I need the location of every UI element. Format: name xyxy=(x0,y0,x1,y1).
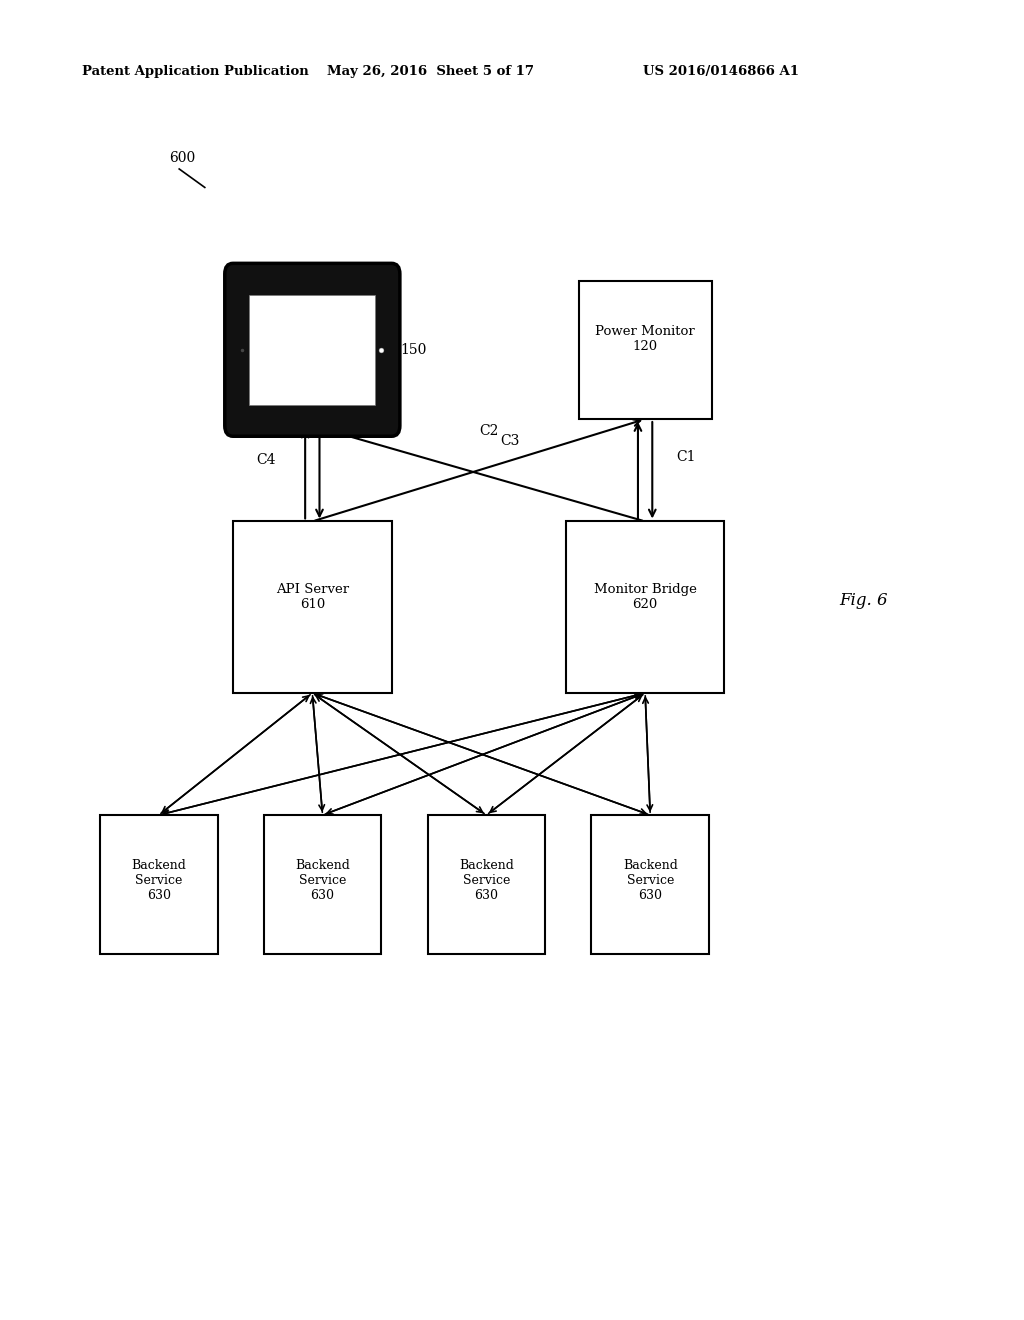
Text: Patent Application Publication: Patent Application Publication xyxy=(82,65,308,78)
Text: Monitor Bridge
620: Monitor Bridge 620 xyxy=(594,582,696,611)
Text: C2: C2 xyxy=(479,424,499,438)
Text: API Server
610: API Server 610 xyxy=(275,582,349,611)
Text: Backend
Service
630: Backend Service 630 xyxy=(131,859,186,902)
Bar xyxy=(428,814,545,953)
FancyBboxPatch shape xyxy=(224,263,399,436)
Bar xyxy=(579,281,712,420)
Bar xyxy=(100,814,218,953)
Bar xyxy=(565,521,725,693)
Bar xyxy=(250,296,375,404)
Bar xyxy=(264,814,381,953)
Text: C1: C1 xyxy=(676,450,696,465)
Text: 600: 600 xyxy=(169,150,196,165)
Text: Backend
Service
630: Backend Service 630 xyxy=(459,859,514,902)
Text: May 26, 2016  Sheet 5 of 17: May 26, 2016 Sheet 5 of 17 xyxy=(327,65,534,78)
Text: C3: C3 xyxy=(500,433,519,447)
Bar xyxy=(592,814,709,953)
Text: Backend
Service
630: Backend Service 630 xyxy=(623,859,678,902)
Text: C4: C4 xyxy=(256,453,276,467)
Text: US 2016/0146866 A1: US 2016/0146866 A1 xyxy=(643,65,799,78)
Text: Fig. 6: Fig. 6 xyxy=(840,593,888,609)
Text: Power Monitor
120: Power Monitor 120 xyxy=(595,325,695,354)
Bar xyxy=(232,521,391,693)
Text: 150: 150 xyxy=(399,343,426,356)
Text: Backend
Service
630: Backend Service 630 xyxy=(295,859,350,902)
